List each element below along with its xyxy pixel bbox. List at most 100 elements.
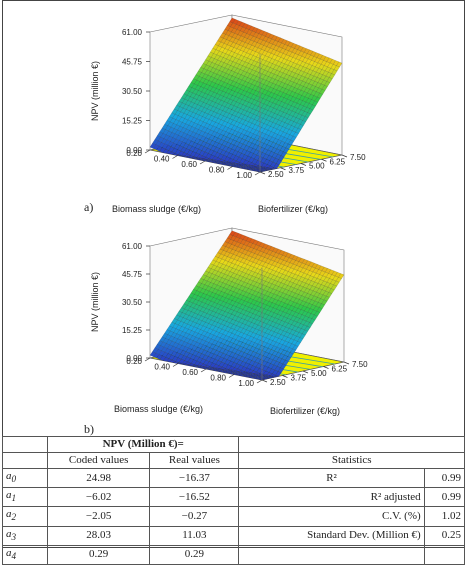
surface-facet	[269, 373, 276, 377]
y-tick-label: 2.50	[268, 170, 284, 179]
surface-facet	[302, 116, 309, 122]
surface-facet	[242, 166, 249, 169]
surface-facet	[214, 162, 221, 164]
surface-facet	[270, 147, 278, 153]
y-tick	[300, 163, 307, 166]
surface-facet	[254, 61, 261, 68]
surface-facet	[154, 344, 161, 350]
surface-facet	[202, 270, 210, 277]
real-value: −0.27	[149, 506, 240, 527]
surface-facet	[185, 296, 193, 302]
surface-facet	[246, 146, 253, 153]
surface-facet	[246, 325, 253, 332]
surface-facet	[241, 319, 249, 325]
surface-facet	[303, 107, 311, 113]
y-tick-label: 6.25	[330, 157, 346, 166]
surface-facet	[283, 275, 290, 281]
surface-facet	[272, 79, 279, 85]
surface-facet	[203, 365, 211, 368]
surface-facet	[236, 270, 243, 276]
surface-facet	[309, 65, 316, 71]
surface-facet	[156, 131, 164, 138]
surface-facet	[214, 367, 220, 370]
x-tick-label: 0.20	[126, 357, 142, 366]
surface-facet	[243, 164, 250, 166]
surface-facet	[164, 120, 171, 126]
surface-facet	[247, 168, 253, 171]
surface-facet	[244, 374, 251, 377]
surface-facet	[250, 165, 256, 167]
surface-facet	[265, 167, 272, 170]
surface-facet	[213, 331, 220, 337]
surface-facet	[155, 140, 162, 147]
surface-facet	[277, 130, 284, 136]
coded-value: −2.05	[46, 506, 151, 527]
surface-facet	[270, 107, 277, 114]
surface-plot-b-svg: 0.00 15.25 30.50 45.75 61.00 NPV (million €) 0…	[90, 227, 368, 416]
x-tick	[144, 149, 151, 154]
surface-facet	[219, 328, 226, 335]
surface-facet	[192, 157, 198, 160]
y-tick-label: 7.50	[350, 153, 366, 162]
y-tick	[343, 361, 350, 365]
surface-facet	[265, 95, 273, 102]
coef-label: a4	[2, 544, 48, 565]
surface-facet	[263, 80, 270, 86]
surface-facet	[173, 105, 181, 111]
z-axis-label: NPV (million €)	[90, 61, 100, 121]
surface-facet	[182, 155, 189, 158]
surface-facet	[287, 120, 294, 126]
surface-facet	[234, 372, 241, 375]
surface-facet	[223, 92, 230, 98]
x-tick	[172, 155, 178, 159]
surface-facet	[223, 321, 231, 327]
surface-facet	[228, 332, 236, 339]
surface-facet	[208, 115, 215, 121]
surface-facet	[207, 149, 215, 155]
surface-facet	[199, 367, 206, 369]
surface-facet	[198, 159, 205, 161]
surface-facet	[263, 41, 270, 47]
surface-facet	[254, 376, 261, 379]
surface-facet	[280, 92, 287, 98]
surface-facet	[274, 94, 281, 101]
surface-facet	[226, 298, 233, 305]
surface-facet	[311, 81, 319, 87]
surface-facet	[260, 168, 267, 171]
stat-value: 1.02	[423, 506, 466, 527]
surface-facet	[195, 352, 202, 358]
surface-facet	[268, 376, 275, 379]
surface-facet	[279, 255, 286, 261]
coef-label: a3	[2, 525, 48, 546]
surface-facet	[250, 169, 256, 171]
surface-facet	[305, 78, 312, 84]
stat-label: R² adjusted	[238, 487, 425, 508]
surface-facet	[299, 120, 307, 126]
z-tick-label: 0.00	[126, 146, 142, 155]
z-tick-label: 61.00	[122, 242, 143, 251]
x-tick-label: 0.60	[181, 160, 197, 169]
surface-facet	[244, 296, 251, 303]
coded-value: 24.98	[46, 467, 151, 489]
surface-facet	[195, 333, 202, 339]
surface-facet	[261, 378, 267, 380]
surface-facet	[181, 303, 188, 310]
surface-facet	[269, 83, 277, 89]
surface-facet	[214, 40, 222, 47]
surface-facet	[242, 61, 249, 68]
surface-facet	[159, 336, 166, 343]
surface-facet	[293, 78, 300, 84]
surface-facet	[284, 79, 291, 85]
surface-facet	[209, 273, 216, 279]
surface-facet	[233, 24, 240, 30]
surface-facet	[199, 306, 207, 313]
y-axis-label: Biofertilizer (€/kg)	[270, 406, 340, 416]
y-tick-label: 3.75	[291, 374, 307, 383]
surface-facet	[242, 375, 248, 377]
surface-facet	[211, 136, 219, 142]
surface-facet	[236, 137, 243, 143]
surface-facet	[219, 370, 225, 373]
surface-facet	[286, 55, 293, 62]
surface-facet	[218, 66, 226, 72]
surface-facet	[278, 121, 286, 127]
